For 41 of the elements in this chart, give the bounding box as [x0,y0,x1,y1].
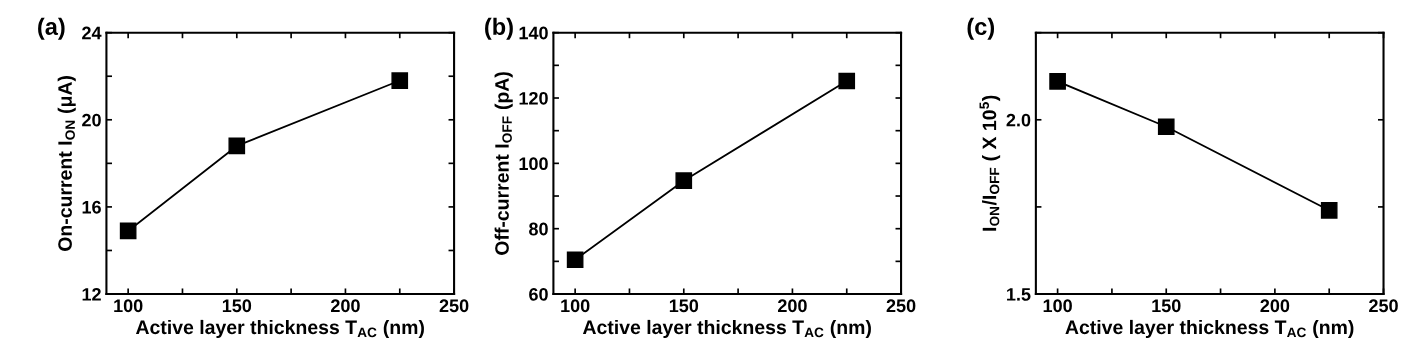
x-tick-label: 150 [222,299,252,313]
chart-title: (b) [485,17,513,40]
x-tick-label: 150 [669,299,699,313]
y-tick-label: 120 [519,91,548,105]
x-tick-label: 250 [439,299,469,313]
point [228,137,246,155]
y-tick-label: 80 [529,222,548,236]
x-tick-label: 200 [331,299,360,313]
x-axis-title: Active layer thickness T$_{AC}$ (nm) [582,319,871,339]
y-tick-label: 2.0 [1006,113,1031,127]
x-axis-title: Active layer thickness T$_{AC}$ (nm) [135,319,424,339]
y-axis-title: Off-current I$_{OFF}$ (pA) [494,72,513,255]
x-tick-label: 250 [1369,299,1398,313]
point [119,222,137,240]
x-tick-label: 200 [777,299,807,313]
point [675,172,693,189]
point [391,72,409,89]
x-tick-label: 100 [1043,299,1072,313]
x-tick-label: 200 [1260,299,1290,313]
x-tick-label: 250 [886,299,916,313]
point [1320,202,1338,219]
x-tick-label: 100 [114,299,143,313]
y-tick-label: 1.5 [1007,288,1031,301]
point [1157,118,1175,136]
point [838,72,856,90]
x-axis-title: Active layer thickness T$_{AC}$ (nm) [1065,319,1354,339]
x-tick-label: 100 [561,299,590,313]
y-tick-label: 60 [529,287,548,301]
chart-title: (c) [967,17,995,40]
point [566,251,584,269]
y-axis-title: I$_{ON}$/I$_{OFF}$ ( X 10$^{5}$) [979,95,1001,231]
y-tick-label: 24 [82,26,102,40]
chart-title: (a) [38,17,65,40]
x-tick-label: 150 [1152,299,1181,313]
y-tick-label: 140 [519,26,548,40]
y-axis-title: On-current I$_{ON}$ (μA) [57,76,76,251]
point [1049,73,1066,90]
y-tick-label: 100 [519,157,548,171]
y-tick-label: 12 [82,287,101,301]
y-tick-label: 16 [82,200,101,214]
y-tick-label: 20 [82,113,101,127]
